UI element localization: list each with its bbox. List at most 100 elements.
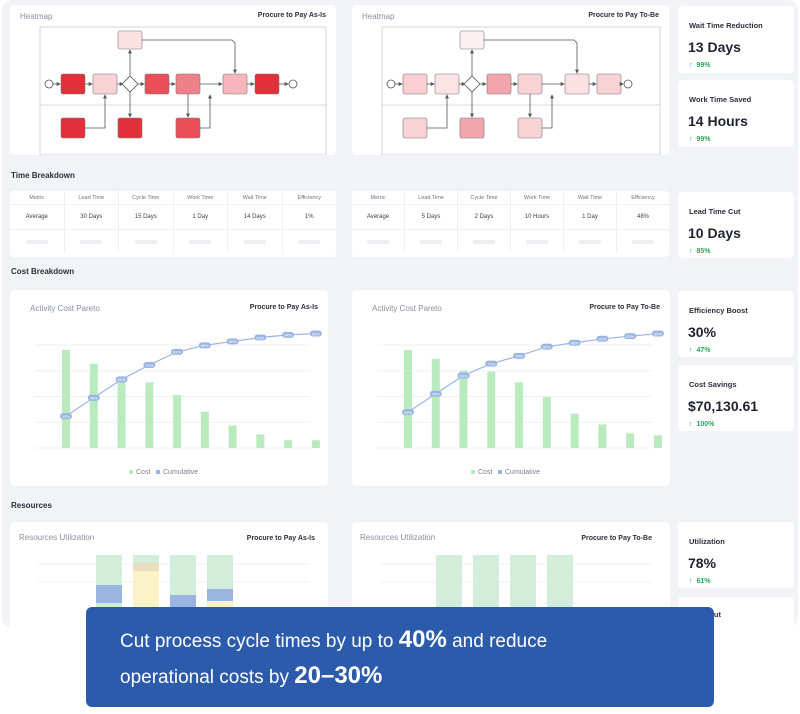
metric-card-efficiency: Efficiency Boost 30% ↑ 47%	[678, 291, 794, 357]
task-node	[517, 117, 543, 139]
banner-text: Cut process cycle times by up to	[120, 631, 394, 652]
cost-bar	[173, 395, 182, 448]
cost-bar	[598, 424, 607, 448]
bar-segment	[170, 595, 196, 609]
heatmap-process: Procure to Pay To-Be	[588, 12, 659, 19]
metric-card-lead-time: Lead Time Cut 10 Days ↑ 85%	[678, 192, 794, 258]
chart-title: Activity Cost Pareto	[372, 304, 442, 313]
cumulative-label: 35%	[404, 410, 412, 415]
cumulative-label: 72%	[487, 361, 495, 366]
chart-process: Procure to Pay As-Is	[249, 304, 318, 311]
task-node	[144, 73, 170, 95]
banner-text: and reduce	[452, 631, 548, 652]
cumulative-label: 85%	[543, 344, 551, 349]
task-node	[564, 73, 590, 95]
cost-bar	[515, 382, 524, 448]
cost-bar	[145, 382, 154, 448]
pareto-chart: 35% 49% 63% 72% 78% 85% 88% 91% 93% 95% Cost Cumula…	[377, 330, 664, 476]
metric-value: 10 Days	[688, 225, 741, 241]
heatmap-card-asis: Heatmap Procure to Pay As-Is	[10, 5, 336, 155]
cumulative-point	[596, 335, 609, 342]
table-header: Metric	[10, 191, 65, 205]
cumulative-point	[143, 361, 156, 368]
section-resources: Resources	[11, 501, 52, 510]
table-cell: 1%	[304, 214, 314, 220]
cumulative-point	[282, 331, 295, 338]
cumulative-point	[198, 342, 211, 349]
metric-value: 13 Days	[688, 39, 741, 55]
table-cell: Average	[352, 205, 405, 229]
table-header: Efficiency	[617, 191, 669, 205]
metric-delta: ↑ 61%	[689, 578, 711, 585]
cumulative-label: 91%	[598, 337, 606, 342]
task-node	[402, 73, 428, 95]
cumulative-point	[485, 360, 498, 367]
task-node	[254, 73, 280, 95]
cumulative-point	[226, 338, 239, 345]
metric-value: 30%	[688, 324, 717, 340]
cumulative-point	[651, 330, 664, 337]
table-row-placeholder	[10, 229, 336, 253]
table-cell: 1 Day	[174, 205, 228, 229]
metric-card-work-time: Work Time Saved 14 Hours ↑ 99%	[678, 80, 794, 147]
section-cost-breakdown: Cost Breakdown	[11, 267, 75, 276]
cumulative-label: 86%	[201, 343, 209, 348]
cumulative-label: 92%	[256, 335, 264, 340]
table-header: Work Time	[511, 191, 564, 205]
cumulative-label: 49%	[432, 392, 440, 397]
cost-bar	[284, 440, 293, 448]
bar-segment	[207, 589, 233, 601]
metric-delta: ↑ 100%	[689, 421, 715, 428]
table-cell: 15 Days	[119, 205, 174, 229]
cumulative-label: 95%	[654, 331, 662, 336]
metric-title: Lead Time Cut	[689, 207, 741, 216]
table-header: Efficiency	[282, 191, 336, 205]
cumulative-point	[568, 339, 581, 346]
cumulative-label: 88%	[571, 341, 579, 346]
cumulative-point	[402, 409, 414, 416]
cumulative-line	[407, 332, 658, 413]
arrow-up-icon: ↑	[689, 62, 693, 69]
heatmap-process: Procure to Pay As-Is	[257, 12, 326, 19]
banner-text: operational costs by	[120, 667, 289, 688]
banner-highlight: 40%	[398, 626, 447, 653]
metric-value: $70,130.61	[688, 398, 759, 414]
cost-bar	[228, 425, 237, 448]
heatmap-title: Heatmap	[20, 12, 53, 21]
cumulative-label: 32%	[62, 414, 70, 419]
cumulative-point	[171, 348, 184, 355]
table-header: Work Time	[173, 191, 228, 205]
arrow-up-icon: ↑	[689, 578, 693, 585]
table-header: Lead Time	[405, 191, 458, 205]
metric-value: 14 Hours	[688, 113, 748, 129]
cost-bar	[542, 397, 551, 448]
metric-title: Efficiency Boost	[689, 306, 748, 315]
cumulative-point	[513, 352, 526, 359]
metric-delta: ↑ 85%	[689, 248, 711, 255]
cumulative-point	[60, 413, 72, 420]
arrow-up-icon: ↑	[689, 347, 693, 354]
legend-swatch	[156, 470, 160, 474]
arrow-up-icon: ↑	[689, 248, 693, 255]
heatmap-title: Heatmap	[362, 12, 395, 21]
metric-title: Cost Savings	[689, 380, 737, 389]
table-header: Cycle Time	[458, 191, 511, 205]
bar-segment	[96, 555, 122, 585]
cumulative-point	[309, 330, 322, 337]
chart-process: Procure to Pay To-Be	[581, 535, 652, 542]
cumulative-point	[540, 343, 553, 350]
task-node	[596, 73, 622, 95]
table-header: Metric	[352, 191, 405, 205]
table-header: Lead Time	[64, 191, 119, 205]
cost-bar	[404, 350, 412, 448]
table-header: Wait Time	[564, 191, 617, 205]
table-cell: 2 Days	[458, 205, 511, 229]
table-cell: 1 Day	[564, 205, 617, 229]
cost-bar	[256, 434, 265, 448]
cumulative-label: 93%	[626, 334, 634, 339]
cumulative-label: 95%	[312, 331, 320, 336]
chart-process: Procure to Pay As-Is	[246, 535, 315, 542]
table-header: Wait Time	[228, 191, 283, 205]
time-table-asis: Metric Lead Time Cycle Time Work Time Wa…	[10, 191, 336, 257]
table-cell: 48%	[636, 214, 649, 220]
